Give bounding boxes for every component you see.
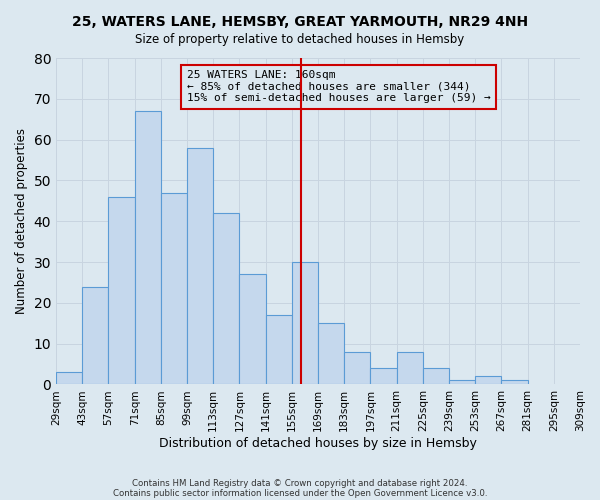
Bar (82, 286, 109, 384)
Bar (266, 315, 292, 384)
Y-axis label: Number of detached properties: Number of detached properties (15, 128, 28, 314)
Bar (344, 352, 370, 384)
Bar (134, 111, 161, 384)
Text: Size of property relative to detached houses in Hemsby: Size of property relative to detached ho… (136, 32, 464, 46)
Bar (213, 213, 239, 384)
Bar (56, 372, 82, 384)
Bar (370, 368, 397, 384)
Text: Contains public sector information licensed under the Open Government Licence v3: Contains public sector information licen… (113, 488, 487, 498)
Bar (475, 376, 502, 384)
Bar (318, 323, 344, 384)
Bar (397, 352, 423, 384)
Bar (239, 274, 266, 384)
Bar (423, 368, 449, 384)
Bar (187, 148, 213, 384)
Text: 25, WATERS LANE, HEMSBY, GREAT YARMOUTH, NR29 4NH: 25, WATERS LANE, HEMSBY, GREAT YARMOUTH,… (72, 15, 528, 29)
Bar (161, 192, 187, 384)
Bar (292, 262, 318, 384)
Bar (502, 380, 527, 384)
Bar (109, 196, 134, 384)
X-axis label: Distribution of detached houses by size in Hemsby: Distribution of detached houses by size … (159, 437, 477, 450)
Text: Contains HM Land Registry data © Crown copyright and database right 2024.: Contains HM Land Registry data © Crown c… (132, 478, 468, 488)
Text: 25 WATERS LANE: 160sqm
← 85% of detached houses are smaller (344)
15% of semi-de: 25 WATERS LANE: 160sqm ← 85% of detached… (187, 70, 491, 103)
Bar (449, 380, 475, 384)
